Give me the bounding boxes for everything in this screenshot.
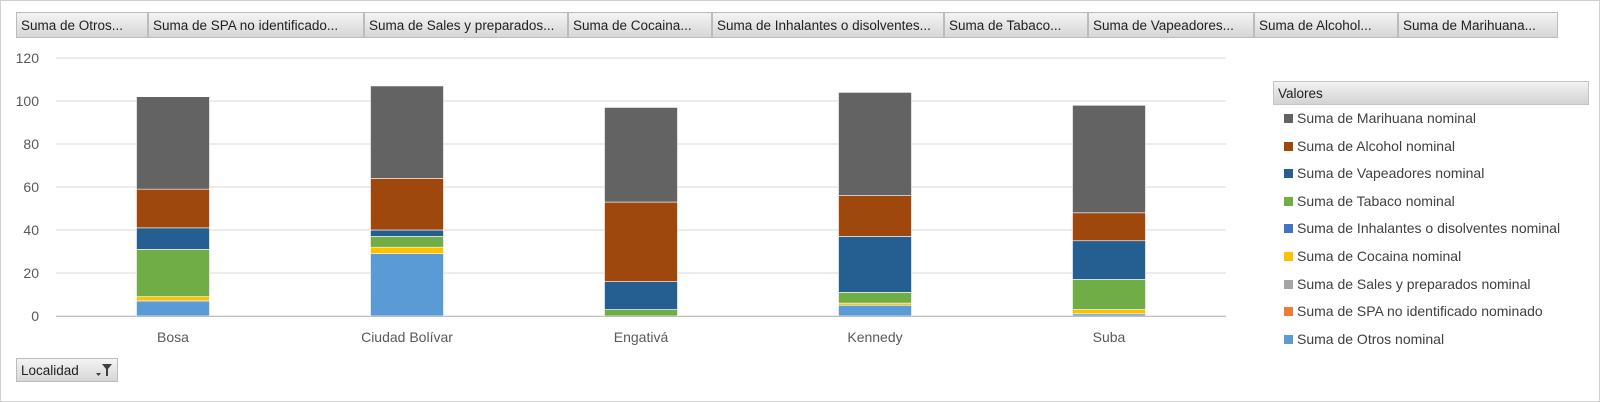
axis-field-label: Localidad bbox=[21, 363, 79, 378]
bar-segment[interactable] bbox=[136, 188, 210, 229]
field-button-4[interactable]: Suma de Inhalantes o disolventes... bbox=[712, 12, 944, 38]
bar-segment[interactable] bbox=[136, 249, 210, 297]
legend-swatch bbox=[1284, 196, 1293, 206]
bar-segment[interactable] bbox=[370, 178, 444, 231]
bar-segment[interactable] bbox=[838, 302, 912, 306]
bar-segment[interactable] bbox=[1072, 105, 1146, 214]
field-button-0[interactable]: Suma de Otros... bbox=[16, 12, 148, 38]
bar-segment[interactable] bbox=[1072, 240, 1146, 280]
legend-item[interactable]: Suma de Inhalantes o disolventes nominal bbox=[1273, 215, 1589, 243]
bar-segment[interactable] bbox=[370, 229, 444, 237]
bar-segment[interactable] bbox=[136, 296, 210, 302]
bar-segment[interactable] bbox=[604, 281, 678, 310]
legend-item[interactable]: Suma de SPA no identificado nominado bbox=[1273, 298, 1589, 326]
legend-swatch bbox=[1284, 251, 1293, 261]
bar-segment[interactable] bbox=[1072, 313, 1146, 317]
filter-icon[interactable] bbox=[95, 362, 113, 386]
legend-item[interactable]: Suma de Sales y preparados nominal bbox=[1273, 271, 1589, 299]
y-tick-label: 100 bbox=[16, 93, 40, 109]
bar-segment[interactable] bbox=[1072, 212, 1146, 242]
bar-segment[interactable] bbox=[370, 236, 444, 248]
y-tick-label: 0 bbox=[31, 308, 39, 324]
bar-segment[interactable] bbox=[136, 300, 210, 317]
axis-field-button-localidad[interactable]: Localidad bbox=[16, 358, 118, 382]
legend-item[interactable]: Suma de Cocaina nominal bbox=[1273, 243, 1589, 271]
bar-segment[interactable] bbox=[1072, 279, 1146, 310]
y-tick-label: 120 bbox=[16, 50, 40, 66]
bar-segment[interactable] bbox=[604, 309, 678, 317]
x-category-label: Suba bbox=[1093, 329, 1126, 345]
legend-label: Suma de Otros nominal bbox=[1297, 330, 1445, 347]
legend-swatch bbox=[1284, 169, 1293, 179]
legend-swatch bbox=[1284, 334, 1293, 344]
field-button-3[interactable]: Suma de Cocaina... bbox=[568, 12, 712, 38]
legend-title[interactable]: Valores bbox=[1273, 81, 1589, 105]
bar-segment[interactable] bbox=[838, 304, 912, 317]
y-tick-label: 60 bbox=[23, 179, 39, 195]
legend-swatch bbox=[1284, 307, 1293, 317]
legend-item[interactable]: Suma de Tabaco nominal bbox=[1273, 188, 1589, 216]
chart-plot-area: 0 20 40 60 80 100 120 Bosa Ciudad Bolívar Engativ… bbox=[16, 50, 1226, 345]
legend-item[interactable]: Suma de Alcohol nominal bbox=[1273, 133, 1589, 161]
bar-segment[interactable] bbox=[136, 96, 210, 190]
bar-segment[interactable] bbox=[370, 85, 444, 179]
legend-items: Suma de Marihuana nominal Suma de Alcohol… bbox=[1273, 105, 1589, 353]
field-button-8[interactable]: Suma de Marihuana... bbox=[1398, 12, 1558, 38]
legend-item[interactable]: Suma de Otros nominal bbox=[1273, 326, 1589, 354]
bar-segment[interactable] bbox=[838, 292, 912, 304]
field-button-2[interactable]: Suma de Sales y preparados... bbox=[364, 12, 568, 38]
legend-swatch bbox=[1284, 114, 1293, 123]
legend-swatch bbox=[1284, 279, 1293, 289]
legend-item[interactable]: Suma de Vapeadores nominal bbox=[1273, 160, 1589, 188]
legend-label: Suma de Alcohol nominal bbox=[1297, 137, 1455, 154]
legend-item[interactable]: Suma de Marihuana nominal bbox=[1273, 105, 1589, 133]
bar-segment[interactable] bbox=[370, 246, 444, 254]
bar-segment[interactable] bbox=[838, 92, 912, 196]
bar-segment[interactable] bbox=[838, 236, 912, 293]
x-category-label: Ciudad Bolívar bbox=[361, 329, 453, 345]
field-button-6[interactable]: Suma de Vapeadores... bbox=[1088, 12, 1254, 38]
x-category-label: Engativá bbox=[614, 329, 669, 345]
field-button-5[interactable]: Suma de Tabaco... bbox=[944, 12, 1088, 38]
field-button-7[interactable]: Suma de Alcohol... bbox=[1254, 12, 1398, 38]
bar-segment[interactable] bbox=[604, 107, 678, 203]
legend-label: Suma de Marihuana nominal bbox=[1297, 110, 1476, 126]
field-button-1[interactable]: Suma de SPA no identificado... bbox=[148, 12, 364, 38]
bar-segment[interactable] bbox=[1072, 309, 1146, 315]
legend-label: Suma de Tabaco nominal bbox=[1297, 192, 1455, 209]
bar-segment[interactable] bbox=[136, 227, 210, 250]
legend-swatch bbox=[1284, 141, 1293, 151]
legend: Valores Suma de Marihuana nominal Suma de… bbox=[1273, 81, 1589, 353]
x-category-label: Bosa bbox=[157, 329, 189, 345]
bar-segment[interactable] bbox=[838, 195, 912, 237]
bar-segment[interactable] bbox=[370, 253, 444, 317]
bar-segment[interactable] bbox=[604, 201, 678, 282]
x-category-label: Kennedy bbox=[847, 329, 902, 345]
legend-swatch bbox=[1284, 224, 1293, 234]
y-tick-label: 80 bbox=[23, 136, 39, 152]
y-tick-label: 40 bbox=[23, 222, 39, 238]
legend-label: Suma de Vapeadores nominal bbox=[1297, 165, 1485, 182]
legend-label: Suma de Sales y preparados nominal bbox=[1297, 275, 1531, 292]
legend-label: Suma de Inhalantes o disolventes nominal bbox=[1297, 220, 1561, 237]
y-tick-label: 20 bbox=[23, 265, 39, 281]
legend-label: Suma de Cocaina nominal bbox=[1297, 247, 1462, 264]
legend-label: Suma de SPA no identificado nominado bbox=[1297, 303, 1543, 320]
